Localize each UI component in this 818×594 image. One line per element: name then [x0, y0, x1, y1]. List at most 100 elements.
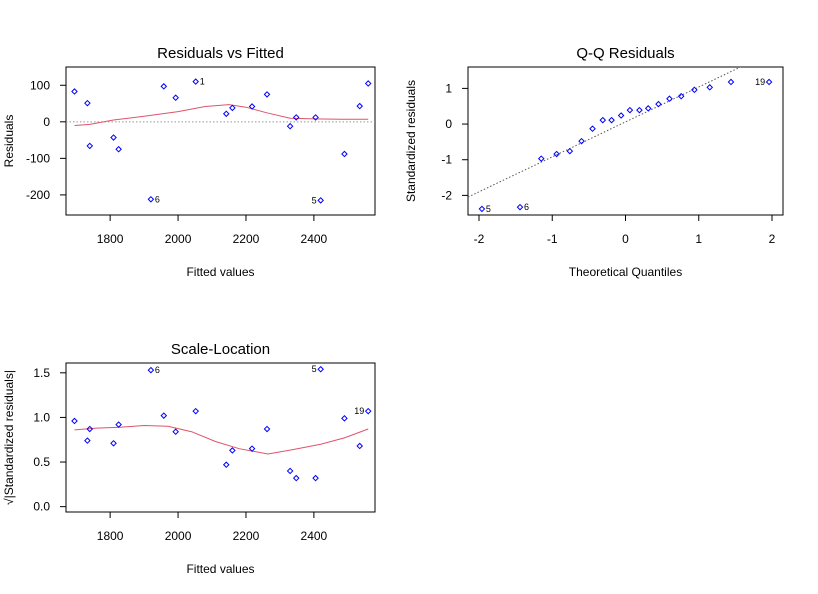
data-point [222, 110, 230, 118]
data-point [636, 106, 643, 114]
data-point [356, 102, 364, 110]
data-point [110, 439, 117, 447]
data-point [317, 365, 324, 373]
data-point [312, 114, 319, 121]
data-point [263, 91, 271, 98]
data-point [248, 445, 256, 452]
point-label: 6 [524, 202, 529, 212]
x-tick-label: 2 [769, 232, 776, 246]
data-point [229, 447, 236, 454]
plot-frame [65, 362, 376, 513]
y-tick-label: 0 [445, 117, 452, 131]
chart-title: Q-Q Residuals [576, 45, 674, 62]
point-label: 6 [155, 194, 160, 204]
data-point [222, 461, 230, 469]
plot-frame [65, 66, 376, 216]
data-point [292, 474, 300, 482]
data-point [677, 92, 685, 100]
data-point [666, 95, 673, 103]
point-label: 19 [755, 77, 765, 87]
data-point [553, 150, 560, 158]
data-point [229, 104, 236, 112]
x-tick-label: 2400 [301, 529, 328, 543]
data-point [172, 428, 179, 436]
data-point [655, 100, 662, 108]
y-tick-label: 0.0 [33, 500, 50, 514]
data-point [84, 437, 91, 444]
data-point [364, 407, 372, 415]
x-axis-label: Fitted values [186, 562, 254, 576]
data-point [516, 203, 524, 211]
point-label: 5 [486, 204, 491, 214]
data-point [727, 78, 735, 86]
data-point [71, 417, 78, 425]
data-point [86, 425, 94, 433]
data-point [608, 116, 615, 124]
scale-location-panel: Scale-Location Fitted values √|Standardize… [2, 341, 376, 576]
data-point [147, 366, 155, 374]
y-axis-label: Standardized residuals [404, 80, 418, 202]
x-tick-label: -1 [547, 232, 558, 246]
data-point [599, 116, 607, 124]
x-tick-label: -2 [474, 232, 485, 246]
y-tick-label: -200 [26, 188, 50, 202]
data-point [192, 78, 200, 85]
point-label: 5 [312, 195, 317, 205]
y-tick-label: 100 [30, 78, 50, 92]
data-point [691, 86, 698, 94]
data-point [537, 155, 545, 162]
plot-area [468, 67, 773, 213]
data-point [312, 474, 319, 482]
x-tick-label: 2200 [233, 232, 260, 246]
plot-area [66, 78, 375, 204]
data-point [341, 415, 348, 422]
point-label: 1 [200, 77, 205, 87]
x-tick-label: 0 [622, 232, 629, 246]
chart-title: Residuals vs Fitted [157, 45, 284, 62]
plot-area [71, 365, 372, 482]
data-point [644, 105, 652, 112]
x-axis-label: Fitted values [186, 265, 254, 279]
data-point [566, 147, 574, 155]
x-tick-label: 2400 [301, 232, 328, 246]
y-axis-label: √|Standardized residuals| [2, 370, 16, 505]
data-point [71, 88, 78, 95]
plot-frame [467, 66, 784, 216]
y-tick-label: 1.0 [33, 410, 50, 424]
data-point [286, 467, 294, 475]
data-point [364, 80, 372, 87]
point-label: 6 [155, 365, 160, 375]
data-point [292, 114, 300, 121]
data-point [84, 99, 91, 107]
y-tick-label: -1 [441, 153, 452, 167]
data-point [172, 94, 179, 102]
qq-reference-line [468, 67, 742, 198]
data-point [192, 407, 200, 415]
y-tick-label: 1 [445, 81, 452, 95]
data-point [589, 125, 596, 133]
data-point [86, 142, 94, 150]
data-point [115, 421, 122, 428]
data-point [765, 78, 773, 86]
x-tick-label: 2000 [165, 529, 192, 543]
qq-residuals-panel: Q-Q Residuals Theoretical Quantiles Standa… [404, 45, 784, 279]
data-point [578, 137, 585, 145]
x-tick-label: 2200 [233, 529, 260, 543]
y-tick-label: -100 [26, 151, 50, 165]
x-tick-label: 2000 [165, 232, 192, 246]
x-tick-label: 1800 [97, 232, 124, 246]
smoother-line [74, 424, 369, 455]
data-point [115, 145, 122, 153]
chart-title: Scale-Location [171, 341, 270, 358]
x-tick-label: 1800 [97, 529, 124, 543]
data-point [341, 150, 348, 158]
data-point [160, 412, 168, 419]
residuals-vs-fitted-panel: Residuals vs Fitted Fitted values Residual… [2, 45, 376, 279]
point-label: 19 [354, 406, 364, 416]
data-point [617, 112, 625, 119]
data-point [626, 106, 634, 114]
y-tick-label: 0.5 [33, 455, 50, 469]
data-point [356, 442, 364, 450]
x-tick-label: 1 [695, 232, 702, 246]
